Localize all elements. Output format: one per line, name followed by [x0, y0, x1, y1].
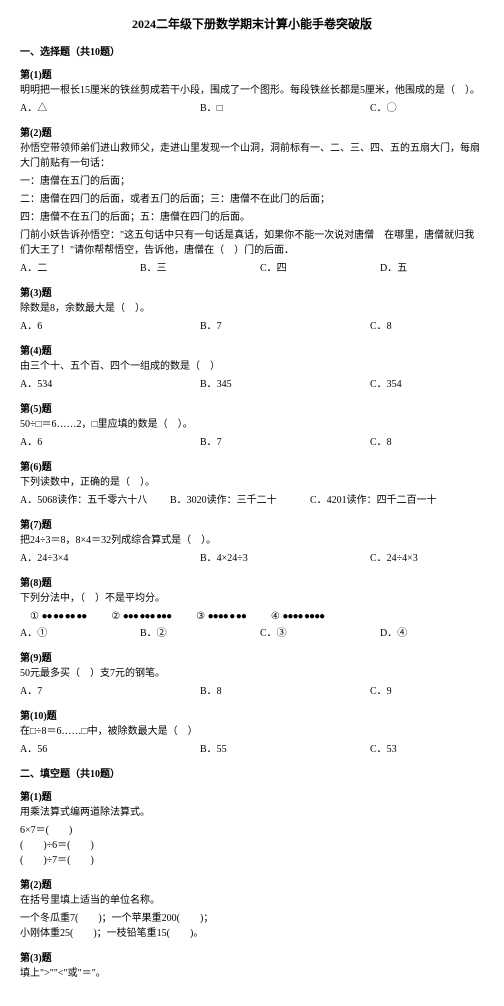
q9-text: 50元最多买（ ）支7元的钢笔。	[20, 666, 484, 681]
q4-optC: C．354	[370, 377, 470, 392]
q7-optC: C．24÷4×3	[370, 551, 470, 566]
q3-num: 第(3)题	[20, 286, 484, 301]
s2q3-text: 填上">""<"或"＝"。	[20, 966, 484, 981]
q6-text: 下列读数中，正确的是（ ）。	[20, 475, 484, 490]
q9-optA: A．7	[20, 684, 200, 699]
q3-optC: C．8	[370, 319, 470, 334]
question-1: 第(1)题 明明把一根长15厘米的铁丝剪成若干小段，围成了一个图形。每段铁丝长都…	[20, 68, 484, 116]
question-6: 第(6)题 下列读数中，正确的是（ ）。 A．5068读作：五千零六十八 B．3…	[20, 460, 484, 508]
q4-optA: A．534	[20, 377, 200, 392]
s2q3-num: 第(3)题	[20, 951, 484, 966]
q2-optB: B．三	[140, 261, 260, 276]
q9-optB: B．8	[200, 684, 370, 699]
q5-num: 第(5)题	[20, 402, 484, 417]
s2q1-line2: ( )÷6＝( )	[20, 838, 484, 853]
q8-optC: C．③	[260, 626, 380, 641]
doc-title: 2024二年级下册数学期末计算小能手卷突破版	[20, 15, 484, 33]
q4-text: 由三个十、五个百、四个一组成的数是（ ）	[20, 359, 484, 374]
s2q2-line1: 一个冬瓜重7( )；一个苹果重200( )；	[20, 911, 484, 926]
q5-optC: C．8	[370, 435, 470, 450]
s2q2-num: 第(2)题	[20, 878, 484, 893]
q2-optC: C．四	[260, 261, 380, 276]
q2-text5: 门前小妖告诉孙悟空："这五句话中只有一句话是真话，如果你不能一次说对唐僧 在哪里…	[20, 228, 484, 258]
q3-optA: A．6	[20, 319, 200, 334]
s2q1-num: 第(1)题	[20, 790, 484, 805]
question-8: 第(8)题 下列分法中，（ ）不是平均分。 ① ●● ●● ●● ●● ② ●●…	[20, 576, 484, 641]
q4-num: 第(4)题	[20, 344, 484, 359]
q8-optA: A．①	[20, 626, 140, 641]
q7-num: 第(7)题	[20, 518, 484, 533]
s2q1-line1: 6×7＝( )	[20, 823, 484, 838]
question-2: 第(2)题 孙悟空带领师弟们进山救师父，走进山里发现一个山洞，洞前标有一、二、三…	[20, 126, 484, 276]
s2-question-1: 第(1)题 用乘法算式编两道除法算式。 6×7＝( ) ( )÷6＝( ) ( …	[20, 790, 484, 868]
q10-optC: C．53	[370, 742, 470, 757]
question-9: 第(9)题 50元最多买（ ）支7元的钢笔。 A．7 B．8 C．9	[20, 651, 484, 699]
q6-optC: C．4201读作：四千二百一十	[310, 493, 460, 508]
q6-optA: A．5068读作：五千零六十八	[20, 493, 170, 508]
q8-text: 下列分法中，（ ）不是平均分。	[20, 591, 484, 606]
q7-optB: B．4×24÷3	[200, 551, 370, 566]
q2-optD: D．五	[380, 261, 440, 276]
q1-num: 第(1)题	[20, 68, 484, 83]
q1-optB: B．□	[200, 101, 370, 116]
q6-num: 第(6)题	[20, 460, 484, 475]
q2-text1: 孙悟空带领师弟们进山救师父，走进山里发现一个山洞，洞前标有一、二、三、四、五的五…	[20, 141, 484, 171]
s2-question-3: 第(3)题 填上">""<"或"＝"。	[20, 951, 484, 981]
dots-group-4: ④ ●●●● ●●●●	[271, 609, 324, 624]
q5-optB: B．7	[200, 435, 370, 450]
q2-num: 第(2)题	[20, 126, 484, 141]
s2q2-line2: 小刚体重25( )；一枝铅笔重15( )。	[20, 926, 484, 941]
q1-text: 明明把一根长15厘米的铁丝剪成若干小段，围成了一个图形。每段铁丝长都是5厘米，他…	[20, 83, 484, 98]
q4-optB: B．345	[200, 377, 370, 392]
q2-optA: A．二	[20, 261, 140, 276]
question-5: 第(5)题 50÷□＝6……2，□里应填的数是（ ）。 A．6 B．7 C．8	[20, 402, 484, 450]
dots-group-2: ② ●●● ●●● ●●●	[111, 609, 171, 624]
s2q1-text: 用乘法算式编两道除法算式。	[20, 805, 484, 820]
q6-optB: B．3020读作：三千二十	[170, 493, 310, 508]
q8-num: 第(8)题	[20, 576, 484, 591]
section2-header: 二、填空题（共10题）	[20, 767, 484, 782]
s2q1-line3: ( )÷7＝( )	[20, 853, 484, 868]
q8-optB: B．②	[140, 626, 260, 641]
q10-optB: B．55	[200, 742, 370, 757]
q2-text4: 四：唐僧不在五门的后面；五：唐僧在四门的后面。	[20, 210, 484, 225]
q10-num: 第(10)题	[20, 709, 484, 724]
question-3: 第(3)题 除数是8，余数最大是（ ）。 A．6 B．7 C．8	[20, 286, 484, 334]
dots-group-3: ③ ●●●● ● ●●	[196, 609, 246, 624]
q9-num: 第(9)题	[20, 651, 484, 666]
q5-text: 50÷□＝6……2，□里应填的数是（ ）。	[20, 417, 484, 432]
q3-text: 除数是8，余数最大是（ ）。	[20, 301, 484, 316]
question-4: 第(4)题 由三个十、五个百、四个一组成的数是（ ） A．534 B．345 C…	[20, 344, 484, 392]
q7-optA: A．24÷3×4	[20, 551, 200, 566]
question-7: 第(7)题 把24÷3＝8，8×4＝32列成综合算式是（ ）。 A．24÷3×4…	[20, 518, 484, 566]
q2-text2: 一：唐僧在五门的后面；	[20, 174, 484, 189]
question-10: 第(10)题 在□÷8＝6……□中，被除数最大是（ ） A．56 B．55 C．…	[20, 709, 484, 757]
q7-text: 把24÷3＝8，8×4＝32列成综合算式是（ ）。	[20, 533, 484, 548]
s2-question-2: 第(2)题 在括号里填上适当的单位名称。 一个冬瓜重7( )；一个苹果重200(…	[20, 878, 484, 941]
q2-text3: 二：唐僧在四门的后面，或者五门的后面；三：唐僧不在此门的后面；	[20, 192, 484, 207]
s2q2-text: 在括号里填上适当的单位名称。	[20, 893, 484, 908]
q3-optB: B．7	[200, 319, 370, 334]
q10-optA: A．56	[20, 742, 200, 757]
section1-header: 一、选择题（共10题）	[20, 45, 484, 60]
q1-optA: A．△	[20, 101, 200, 116]
q9-optC: C．9	[370, 684, 470, 699]
q8-optD: D．④	[380, 626, 440, 641]
q5-optA: A．6	[20, 435, 200, 450]
q10-text: 在□÷8＝6……□中，被除数最大是（ ）	[20, 724, 484, 739]
q1-optC: C．◯	[370, 101, 470, 116]
dots-group-1: ① ●● ●● ●● ●●	[30, 609, 86, 624]
